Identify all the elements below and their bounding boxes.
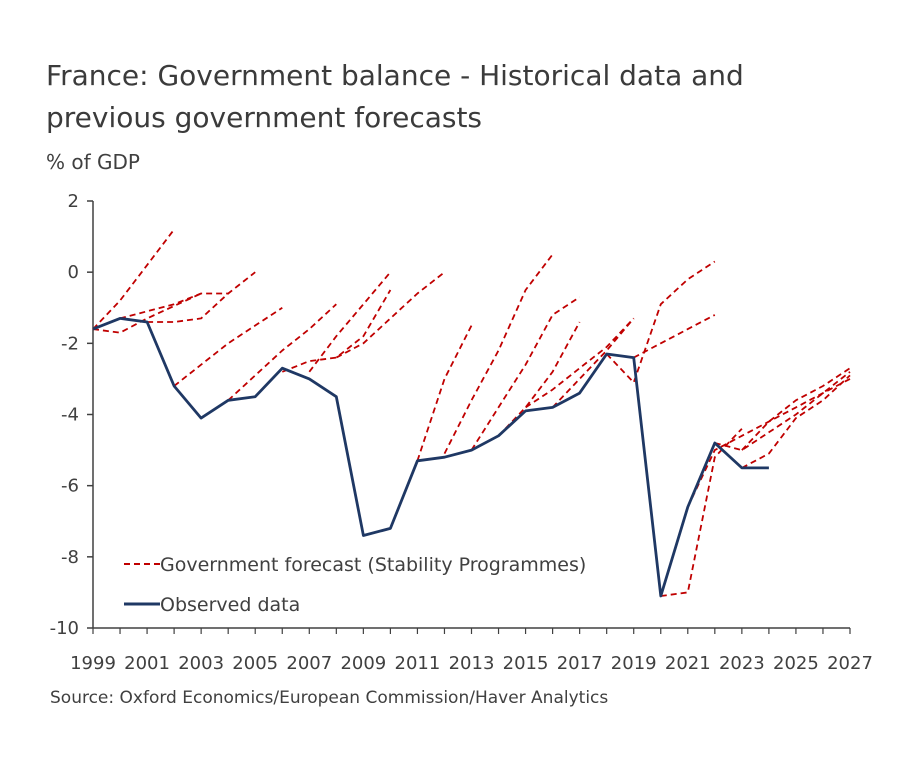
forecast-line xyxy=(551,317,635,409)
y-tick-label: -2 xyxy=(61,333,79,354)
observed-line xyxy=(92,316,769,598)
forecast-line xyxy=(714,371,851,452)
forecast-lines xyxy=(92,228,851,597)
forecast-line xyxy=(497,321,581,437)
forecast-line xyxy=(227,303,337,401)
x-tick-label: 2011 xyxy=(395,653,441,674)
forecast-line xyxy=(443,253,554,455)
forecast-line xyxy=(741,374,851,469)
x-tick-label: 1999 xyxy=(70,653,116,674)
y-tick-label: 2 xyxy=(68,191,79,212)
legend-observed-label: Observed data xyxy=(160,594,300,616)
forecast-line xyxy=(147,271,256,323)
x-tick-label: 2023 xyxy=(719,653,765,674)
y-tick-label: -8 xyxy=(61,547,79,568)
forecast-line xyxy=(660,428,743,597)
observed-line-group xyxy=(92,316,769,598)
x-tick-label: 2021 xyxy=(665,653,711,674)
y-tick-label: -4 xyxy=(61,405,79,426)
forecast-line xyxy=(633,314,716,359)
legend: Government forecast (Stability Programme… xyxy=(124,554,586,616)
x-tick-label: 2019 xyxy=(611,653,657,674)
x-tick-label: 2025 xyxy=(773,653,819,674)
y-tick-label: -10 xyxy=(50,618,79,639)
x-tick-label: 2007 xyxy=(286,653,332,674)
x-tick-label: 2001 xyxy=(124,653,170,674)
chart-title: France: Government balance - Historical … xyxy=(46,59,744,134)
x-tick-label: 2015 xyxy=(503,653,549,674)
forecast-line xyxy=(525,317,635,409)
forecast-line xyxy=(92,228,175,330)
forecast-line xyxy=(335,271,446,359)
x-tick-label: 2017 xyxy=(557,653,603,674)
axes: 2 0 -2 -4 -6 -8 -10 1999 2001 2003 2005 2007 2009 201… xyxy=(50,191,873,674)
y-tick-label: 0 xyxy=(68,262,79,283)
x-tick-label: 2013 xyxy=(449,653,495,674)
forecast-line xyxy=(416,325,473,462)
forecast-line xyxy=(606,260,716,384)
y-axis-unit-label: % of GDP xyxy=(46,150,140,174)
forecast-line xyxy=(686,378,851,508)
forecast-line xyxy=(92,292,202,334)
x-tick-label: 2005 xyxy=(232,653,278,674)
forecast-line xyxy=(741,367,851,451)
x-tick-label: 2009 xyxy=(340,653,386,674)
source-note: Source: Oxford Economics/European Commis… xyxy=(50,688,609,708)
forecast-line xyxy=(281,289,392,373)
forecast-line xyxy=(173,307,283,387)
y-tick-label: -6 xyxy=(61,476,79,497)
legend-forecast-label: Government forecast (Stability Programme… xyxy=(160,554,586,576)
x-tick-label: 2027 xyxy=(827,653,873,674)
forecast-line xyxy=(470,296,581,451)
forecast-line xyxy=(119,292,229,320)
forecast-line xyxy=(308,271,392,373)
x-tick-label: 2003 xyxy=(178,653,224,674)
